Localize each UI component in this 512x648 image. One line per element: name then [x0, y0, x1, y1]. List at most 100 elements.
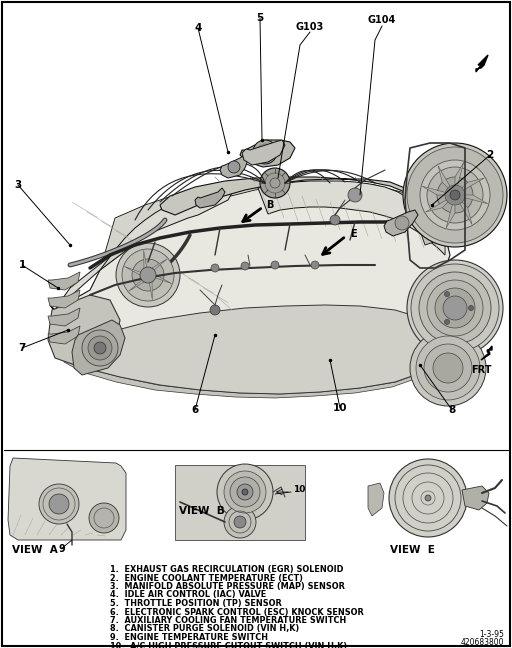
- Text: 1: 1: [18, 260, 26, 270]
- Polygon shape: [48, 272, 80, 290]
- Polygon shape: [144, 250, 148, 275]
- Polygon shape: [62, 305, 440, 394]
- Circle shape: [210, 305, 220, 315]
- Polygon shape: [72, 320, 125, 375]
- Text: 8.  CANISTER PURGE SOLENOID (VIN H,K): 8. CANISTER PURGE SOLENOID (VIN H,K): [110, 625, 299, 634]
- Polygon shape: [438, 165, 455, 195]
- Text: 8: 8: [449, 405, 456, 415]
- Text: 6: 6: [191, 405, 199, 415]
- Polygon shape: [242, 140, 285, 165]
- Circle shape: [407, 260, 503, 356]
- Circle shape: [444, 319, 450, 325]
- Text: B: B: [266, 200, 273, 210]
- Text: 6.  ELECTRONIC SPARK CONTROL (ESC) KNOCK SENSOR: 6. ELECTRONIC SPARK CONTROL (ESC) KNOCK …: [110, 608, 364, 616]
- Circle shape: [433, 353, 463, 383]
- Circle shape: [271, 261, 279, 269]
- Circle shape: [311, 261, 319, 269]
- Text: VIEW  B: VIEW B: [179, 506, 225, 516]
- Circle shape: [242, 489, 248, 495]
- Circle shape: [228, 161, 240, 173]
- Text: G103: G103: [296, 22, 324, 32]
- Circle shape: [416, 336, 480, 400]
- Text: VIEW  A: VIEW A: [12, 545, 58, 555]
- Polygon shape: [220, 155, 248, 178]
- Text: 9.  ENGINE TEMPERATURE SWITCH: 9. ENGINE TEMPERATURE SWITCH: [110, 633, 268, 642]
- Circle shape: [224, 506, 256, 538]
- Circle shape: [425, 495, 431, 501]
- Polygon shape: [48, 290, 80, 308]
- Text: VIEW  E: VIEW E: [390, 545, 435, 555]
- Polygon shape: [455, 195, 488, 204]
- Polygon shape: [48, 308, 80, 326]
- Circle shape: [132, 259, 164, 291]
- Polygon shape: [148, 275, 172, 284]
- Polygon shape: [62, 352, 438, 398]
- Text: 7.  AUXILIARY COOLING FAN TEMPERATURE SWITCH: 7. AUXILIARY COOLING FAN TEMPERATURE SWI…: [110, 616, 346, 625]
- Circle shape: [411, 264, 499, 352]
- Text: 3.  MANIFOLD ABSOLUTE PRESSURE (MAP) SENSOR: 3. MANIFOLD ABSOLUTE PRESSURE (MAP) SENS…: [110, 582, 345, 591]
- Polygon shape: [148, 259, 167, 275]
- Circle shape: [348, 188, 362, 202]
- Circle shape: [444, 292, 450, 297]
- Polygon shape: [368, 483, 384, 516]
- Text: 4: 4: [195, 23, 202, 33]
- Circle shape: [443, 296, 467, 320]
- Text: 5: 5: [257, 13, 264, 23]
- Circle shape: [253, 140, 277, 164]
- Circle shape: [427, 167, 483, 223]
- Circle shape: [407, 147, 503, 243]
- Circle shape: [435, 288, 475, 328]
- Polygon shape: [476, 55, 488, 72]
- Circle shape: [468, 305, 474, 310]
- Polygon shape: [124, 266, 148, 275]
- Circle shape: [403, 143, 507, 247]
- Polygon shape: [422, 186, 455, 195]
- Text: 10: 10: [333, 403, 347, 413]
- Circle shape: [94, 342, 106, 354]
- Polygon shape: [8, 458, 126, 540]
- Polygon shape: [48, 326, 80, 344]
- Polygon shape: [481, 346, 492, 360]
- Text: 9: 9: [59, 544, 66, 554]
- Text: 10: 10: [293, 485, 305, 494]
- Circle shape: [88, 336, 112, 360]
- Circle shape: [389, 459, 467, 537]
- Polygon shape: [195, 188, 225, 208]
- Circle shape: [427, 280, 483, 336]
- Circle shape: [450, 190, 460, 200]
- Polygon shape: [160, 177, 420, 215]
- Circle shape: [237, 484, 253, 500]
- Circle shape: [437, 177, 473, 213]
- Polygon shape: [425, 195, 455, 212]
- Polygon shape: [100, 183, 445, 270]
- Circle shape: [330, 215, 340, 225]
- Circle shape: [49, 494, 69, 514]
- Text: 2.  ENGINE COOLANT TEMPERATURE (ECT): 2. ENGINE COOLANT TEMPERATURE (ECT): [110, 573, 303, 583]
- Circle shape: [420, 160, 490, 230]
- Text: 10.  A/C HIGH PRESSURE CUTOUT SWITCH (VIN H,K): 10. A/C HIGH PRESSURE CUTOUT SWITCH (VIN…: [110, 642, 347, 648]
- Text: 5.  THROTTLE POSITION (TP) SENSOR: 5. THROTTLE POSITION (TP) SENSOR: [110, 599, 282, 608]
- Text: 3: 3: [14, 180, 22, 190]
- Polygon shape: [384, 210, 418, 236]
- Circle shape: [241, 262, 249, 270]
- Circle shape: [140, 267, 156, 283]
- Circle shape: [82, 330, 118, 366]
- Circle shape: [395, 216, 409, 230]
- Circle shape: [122, 249, 174, 301]
- Circle shape: [230, 477, 260, 507]
- Circle shape: [116, 243, 180, 307]
- Text: 2: 2: [486, 150, 494, 160]
- Text: 7: 7: [18, 343, 26, 353]
- Polygon shape: [55, 192, 232, 310]
- Polygon shape: [129, 275, 148, 291]
- Circle shape: [424, 344, 472, 392]
- Circle shape: [89, 503, 119, 533]
- Text: 420683800: 420683800: [460, 638, 504, 647]
- Polygon shape: [418, 180, 455, 245]
- Polygon shape: [258, 181, 445, 255]
- Polygon shape: [462, 486, 489, 510]
- Polygon shape: [50, 182, 450, 363]
- Circle shape: [260, 168, 290, 198]
- Text: 4.  IDLE AIR CONTROL (IAC) VALVE: 4. IDLE AIR CONTROL (IAC) VALVE: [110, 590, 266, 599]
- Circle shape: [234, 516, 246, 528]
